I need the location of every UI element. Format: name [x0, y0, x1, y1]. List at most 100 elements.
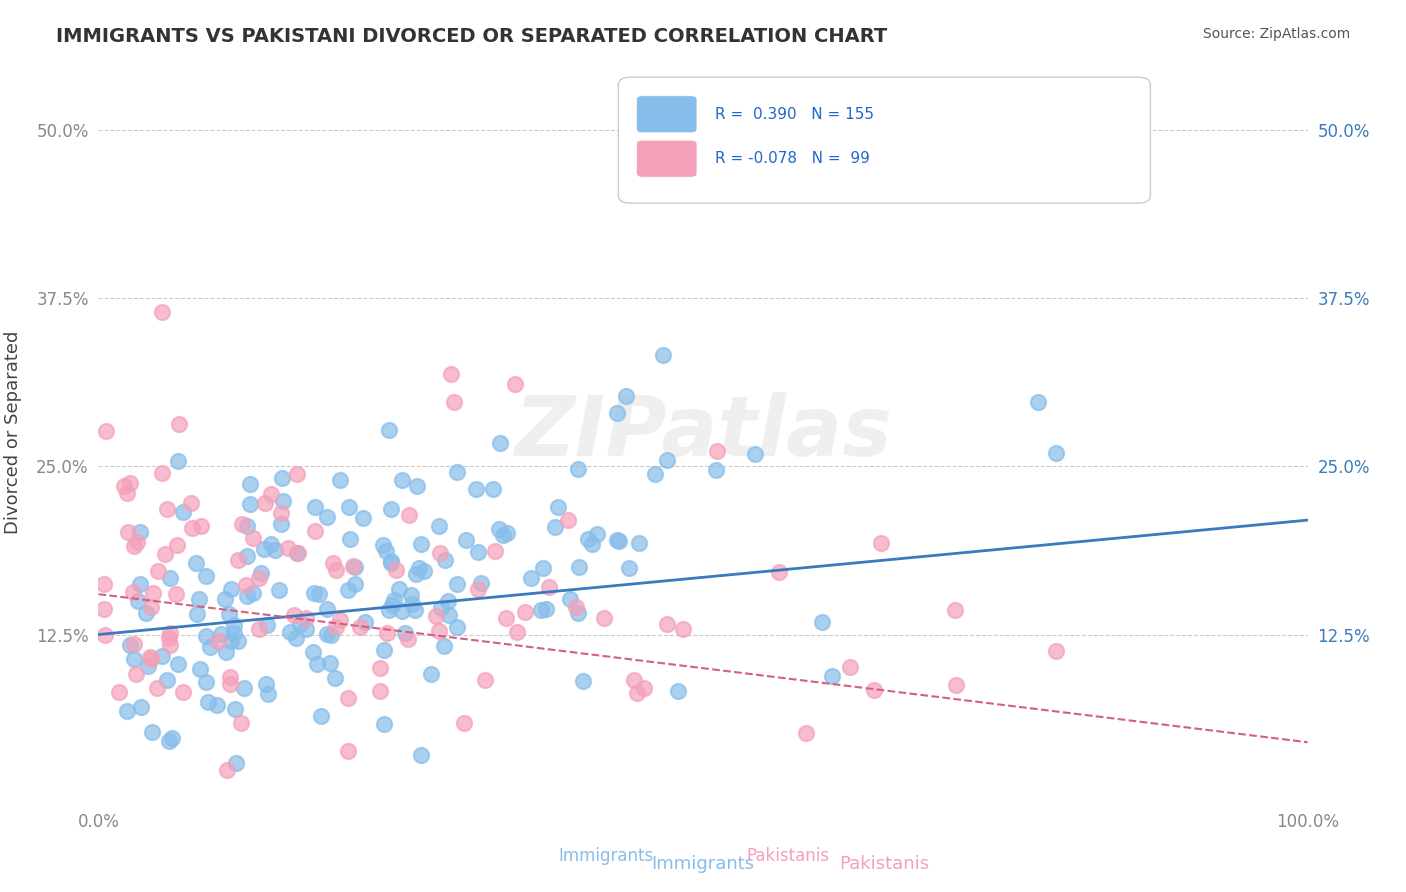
- Point: [167, 453, 190, 467]
- Point: [943, 603, 966, 617]
- Point: [565, 600, 588, 615]
- Point: [141, 599, 163, 614]
- Point: [409, 747, 432, 762]
- Point: [214, 592, 236, 607]
- Point: [474, 673, 496, 688]
- Point: [446, 466, 468, 480]
- Point: [247, 571, 270, 585]
- Point: [257, 687, 280, 701]
- Point: [94, 628, 117, 642]
- Point: [623, 673, 645, 688]
- Point: [375, 543, 398, 558]
- Point: [382, 593, 405, 607]
- Point: [666, 684, 689, 698]
- Point: [325, 563, 347, 577]
- Text: R =  0.390   N = 155: R = 0.390 N = 155: [716, 107, 875, 122]
- Point: [287, 546, 309, 560]
- Point: [319, 656, 342, 670]
- Point: [464, 482, 486, 496]
- Point: [138, 650, 160, 665]
- Point: [304, 500, 326, 515]
- Point: [585, 527, 607, 541]
- Point: [704, 463, 727, 477]
- Point: [226, 634, 249, 648]
- Point: [159, 626, 181, 640]
- Point: [342, 559, 364, 574]
- FancyBboxPatch shape: [637, 140, 697, 178]
- Point: [236, 589, 259, 603]
- Point: [159, 631, 181, 645]
- Point: [146, 564, 169, 578]
- Point: [285, 467, 308, 482]
- Point: [567, 607, 589, 621]
- Point: [136, 658, 159, 673]
- Point: [273, 494, 295, 508]
- Point: [378, 603, 401, 617]
- Point: [337, 744, 360, 758]
- Point: [408, 561, 430, 575]
- Point: [129, 577, 152, 591]
- Point: [120, 475, 142, 490]
- Point: [323, 671, 346, 685]
- Point: [271, 471, 294, 485]
- Point: [235, 578, 257, 592]
- Point: [419, 667, 441, 681]
- Point: [568, 559, 591, 574]
- Point: [375, 626, 398, 640]
- Point: [319, 628, 342, 642]
- Point: [651, 348, 673, 362]
- Point: [215, 763, 238, 777]
- Point: [115, 705, 138, 719]
- Point: [195, 674, 218, 689]
- Point: [315, 602, 337, 616]
- Point: [225, 756, 247, 770]
- Point: [107, 684, 129, 698]
- Point: [373, 716, 395, 731]
- Point: [287, 546, 309, 560]
- Point: [429, 601, 451, 615]
- Point: [231, 716, 253, 731]
- Point: [394, 626, 416, 640]
- Point: [207, 633, 229, 648]
- Point: [794, 726, 817, 740]
- FancyBboxPatch shape: [637, 95, 697, 133]
- Point: [190, 519, 212, 533]
- Point: [439, 607, 461, 622]
- Point: [226, 553, 249, 567]
- Point: [425, 608, 447, 623]
- Point: [159, 571, 181, 585]
- Point: [236, 549, 259, 563]
- Point: [870, 536, 893, 550]
- Text: IMMIGRANTS VS PAKISTANI DIVORCED OR SEPARATED CORRELATION CHART: IMMIGRANTS VS PAKISTANI DIVORCED OR SEPA…: [56, 27, 887, 45]
- Point: [283, 608, 305, 623]
- Point: [593, 610, 616, 624]
- Point: [344, 577, 367, 591]
- Point: [180, 521, 202, 535]
- Point: [614, 389, 637, 403]
- Point: [322, 556, 344, 570]
- Point: [1028, 395, 1050, 409]
- Point: [284, 632, 307, 646]
- Point: [429, 519, 451, 533]
- Point: [195, 629, 218, 643]
- Point: [127, 594, 149, 608]
- Point: [315, 627, 337, 641]
- Point: [572, 674, 595, 689]
- Point: [302, 586, 325, 600]
- Point: [308, 587, 330, 601]
- Point: [492, 528, 515, 542]
- Point: [145, 681, 167, 695]
- Point: [253, 542, 276, 557]
- Point: [278, 624, 301, 639]
- Point: [156, 673, 179, 687]
- Point: [406, 479, 429, 493]
- Point: [242, 586, 264, 600]
- Point: [446, 620, 468, 634]
- Point: [405, 603, 427, 617]
- Point: [409, 537, 432, 551]
- Point: [329, 613, 352, 627]
- Point: [488, 522, 510, 536]
- Point: [467, 582, 489, 597]
- Point: [209, 627, 232, 641]
- Point: [260, 536, 283, 550]
